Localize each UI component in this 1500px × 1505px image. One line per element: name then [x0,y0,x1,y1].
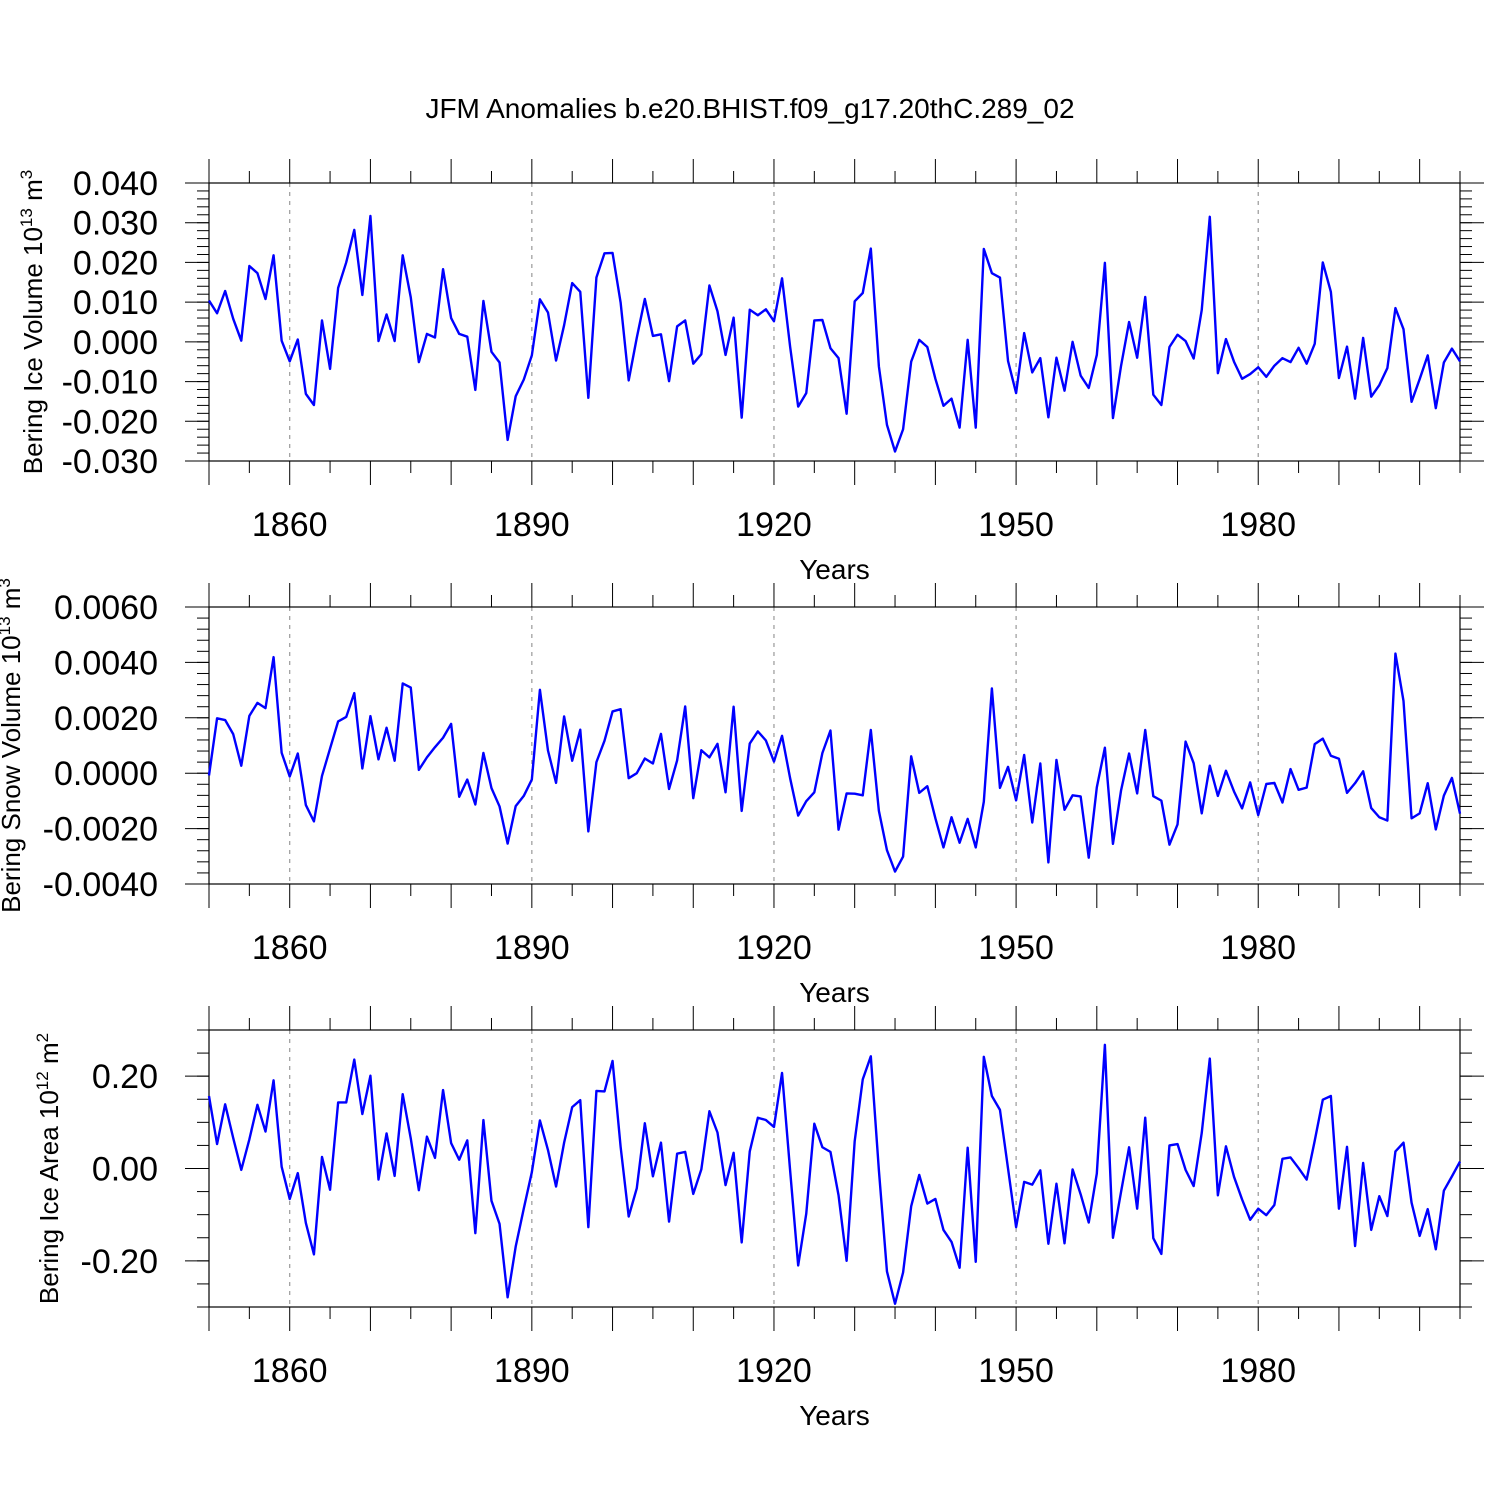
plot-frame [208,182,1461,462]
x-tick-label: 1920 [736,929,812,967]
y-tick-label: -0.010 [62,364,158,402]
y-tick-label: 0.020 [73,244,158,282]
y-tick-label: -0.0020 [43,811,158,849]
x-tick-label: 1890 [494,506,570,544]
y-tick-label: -0.0040 [43,866,158,904]
y-tick-label: 0.20 [92,1058,158,1096]
panel-2: -0.0040 -0.0020 0.0000 0.0020 0.0040 0.0060 18… [0,578,1484,1008]
y-tick-label: 0.040 [73,165,158,203]
y-axis-label: Bering Snow Volume 1013 m3 [0,578,26,913]
x-tick-label: 1980 [1220,929,1296,967]
x-tick-label: 1920 [736,506,812,544]
x-tick-label: 1920 [736,1352,812,1390]
y-tick-label: 0.0060 [54,589,158,627]
x-axis-label: Years [799,977,870,1008]
x-tick-label: 1890 [494,1352,570,1390]
y-tick-label: 0.010 [73,284,158,322]
y-axis-label: Bering Ice Area 1012 m2 [33,1033,64,1304]
panel-1: -0.030-0.020-0.0100.0000.0100.0200.0300.… [17,159,1484,585]
y-tick-label: -0.20 [81,1243,159,1281]
y-tick-label: -0.020 [62,403,158,441]
x-tick-label: 1860 [252,506,328,544]
plot-frame [208,606,1461,885]
x-tick-label: 1980 [1220,1352,1296,1390]
x-axis-label: Years [799,1400,870,1431]
series-line [207,652,1462,873]
series-line [207,214,1462,453]
chart-title: JFM Anomalies b.e20.BHIST.f09_g17.20thC.… [425,93,1074,124]
series-line [207,1043,1462,1305]
y-tick-label: 0.00 [92,1151,158,1189]
y-tick-label: 0.000 [73,324,158,362]
x-tick-label: 1950 [978,929,1054,967]
y-tick-label: 0.0000 [54,755,158,793]
x-tick-label: 1860 [252,1352,328,1390]
y-axis-label: Bering Ice Volume 1013 m3 [17,170,48,474]
x-tick-label: 1950 [978,1352,1054,1390]
x-tick-label: 1980 [1220,506,1296,544]
y-tick-label: 0.0040 [54,644,158,682]
panel-3: -0.20 0.00 0.20 1860 1890 1920 1950 1980 Years Be… [33,1006,1484,1431]
x-tick-label: 1860 [252,929,328,967]
y-tick-label: -0.030 [62,443,158,481]
y-tick-label: 0.0020 [54,700,158,738]
x-tick-label: 1890 [494,929,570,967]
x-axis-label: Years [799,554,870,585]
y-tick-label: 0.030 [73,205,158,243]
x-tick-label: 1950 [978,506,1054,544]
